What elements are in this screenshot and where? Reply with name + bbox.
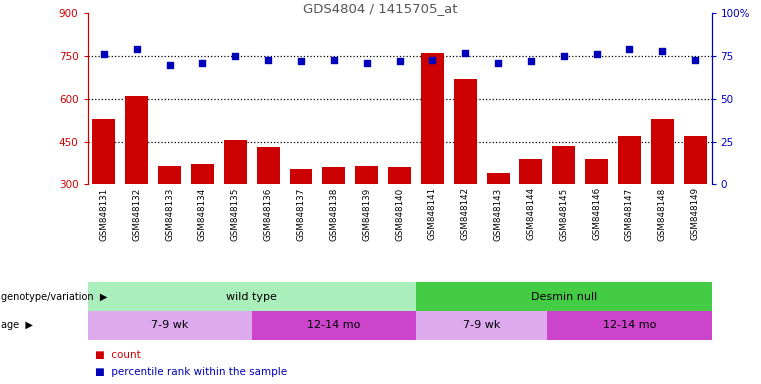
Text: GSM848135: GSM848135 (231, 187, 240, 241)
Bar (416, 311, 547, 340)
Point (328, 56, 340, 63)
Bar (224, 140, 247, 270)
Text: GDS4804 / 1415705_at: GDS4804 / 1415705_at (303, 2, 458, 15)
Bar (289, 169, 313, 270)
Bar (618, 136, 641, 270)
Text: ■  count: ■ count (95, 350, 141, 360)
Point (689, 56, 701, 63)
Text: GSM848137: GSM848137 (297, 187, 305, 241)
Point (196, 60, 209, 66)
Point (623, 46, 635, 52)
Text: GSM848141: GSM848141 (428, 187, 437, 240)
Point (492, 60, 504, 66)
Text: GSM848133: GSM848133 (165, 187, 174, 241)
Bar (547, 311, 712, 340)
Point (262, 56, 274, 63)
Point (295, 58, 307, 65)
Bar (252, 311, 416, 340)
Bar (683, 136, 707, 270)
Bar (126, 96, 148, 270)
Text: GSM848131: GSM848131 (100, 187, 108, 240)
Bar (552, 146, 575, 270)
Bar (88, 282, 416, 311)
Bar (355, 166, 378, 270)
Text: age  ▶: age ▶ (1, 320, 33, 331)
Text: 7-9 wk: 7-9 wk (463, 320, 500, 331)
Point (361, 60, 373, 66)
Text: ■  percentile rank within the sample: ■ percentile rank within the sample (95, 367, 287, 377)
Text: GSM848143: GSM848143 (494, 187, 502, 240)
Point (131, 46, 143, 52)
Text: wild type: wild type (226, 291, 277, 302)
Bar (256, 147, 279, 270)
Bar (454, 79, 476, 270)
Point (558, 53, 570, 59)
Point (656, 48, 668, 54)
Text: GSM848149: GSM848149 (691, 187, 699, 240)
Text: GSM848138: GSM848138 (330, 187, 339, 241)
Point (229, 53, 241, 59)
Text: 12-14 mo: 12-14 mo (307, 320, 361, 331)
Text: Desmin null: Desmin null (530, 291, 597, 302)
Text: GSM848146: GSM848146 (592, 187, 601, 240)
Point (525, 58, 537, 65)
Text: genotype/variation  ▶: genotype/variation ▶ (1, 291, 107, 302)
Text: GSM848148: GSM848148 (658, 187, 667, 240)
Bar (323, 167, 345, 270)
Point (459, 50, 471, 56)
Bar (421, 53, 444, 270)
Bar (158, 166, 181, 270)
Point (426, 56, 438, 63)
Text: GSM848134: GSM848134 (198, 187, 207, 240)
Text: GSM848139: GSM848139 (362, 187, 371, 240)
Bar (88, 311, 252, 340)
Text: GSM848132: GSM848132 (132, 187, 142, 240)
Bar (585, 159, 608, 270)
Point (98, 51, 110, 58)
Bar (486, 173, 510, 270)
Bar (520, 159, 543, 270)
Point (591, 51, 603, 58)
Text: GSM848142: GSM848142 (460, 187, 470, 240)
Text: 7-9 wk: 7-9 wk (151, 320, 188, 331)
Bar (191, 164, 214, 270)
Text: GSM848144: GSM848144 (527, 187, 536, 240)
Point (164, 61, 176, 68)
Text: GSM848147: GSM848147 (625, 187, 634, 240)
Bar (416, 282, 712, 311)
Bar (388, 167, 411, 270)
Bar (92, 119, 116, 270)
Text: 12-14 mo: 12-14 mo (603, 320, 656, 331)
Point (393, 58, 406, 65)
Text: GSM848140: GSM848140 (395, 187, 404, 240)
Text: GSM848145: GSM848145 (559, 187, 568, 240)
Text: GSM848136: GSM848136 (263, 187, 272, 240)
Bar (651, 119, 673, 270)
